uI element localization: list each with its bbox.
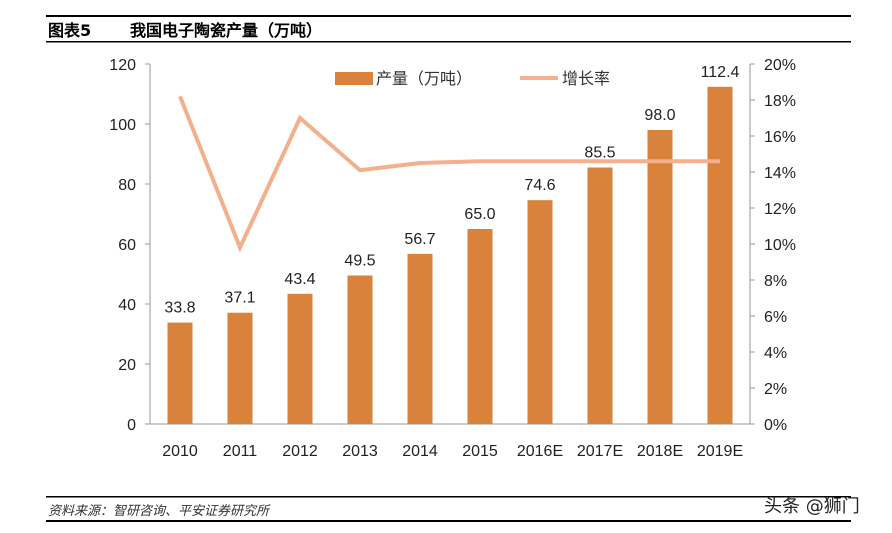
- bar-data-label: 85.5: [584, 145, 615, 162]
- y-right-tick-label: 14%: [764, 165, 796, 182]
- watermark: 头条 @狮门: [764, 496, 860, 517]
- bottom-rule: [46, 520, 851, 522]
- bar: [467, 229, 493, 424]
- figure-number: 图表5: [48, 21, 91, 40]
- bar: [227, 312, 253, 424]
- bar: [167, 322, 193, 424]
- source-note: 资料来源：智研咨询、平安证券研究所: [48, 503, 271, 519]
- bar-data-label: 65.0: [464, 206, 495, 223]
- chart-title: 我国电子陶瓷产量（万吨）: [130, 21, 322, 40]
- y-right-tick-label: 2%: [764, 381, 787, 398]
- y-left-tick-label: 120: [109, 57, 136, 74]
- x-tick-label: 2019E: [697, 443, 743, 460]
- y-right-tick-label: 18%: [764, 93, 796, 110]
- bar-data-label: 74.6: [524, 177, 555, 194]
- bar-data-label: 43.4: [284, 271, 315, 288]
- bar-data-label: 37.1: [224, 290, 255, 307]
- y-left-tick-label: 80: [118, 177, 136, 194]
- bar-data-label: 98.0: [644, 107, 675, 124]
- y-right-tick-label: 6%: [764, 309, 787, 326]
- y-left-tick-label: 0: [127, 417, 136, 434]
- bar: [647, 130, 673, 424]
- y-right-tick-label: 0%: [764, 417, 787, 434]
- legend: 产量（万吨） 增长率: [335, 69, 610, 88]
- y-right-tick-label: 8%: [764, 273, 787, 290]
- bar: [707, 86, 733, 425]
- bar-data-label: 56.7: [404, 231, 435, 248]
- bar: [287, 293, 313, 424]
- bar: [347, 275, 373, 424]
- top-rule: [46, 15, 851, 17]
- bar: [407, 253, 433, 424]
- y-left-tick-label: 20: [118, 357, 136, 374]
- y-right-tick-label: 10%: [764, 237, 796, 254]
- x-tick-label: 2018E: [637, 443, 683, 460]
- bar: [527, 200, 553, 424]
- y-left-tick-label: 60: [118, 237, 136, 254]
- legend-bar-label: 产量（万吨）: [376, 69, 472, 88]
- y-left-tick-label: 100: [109, 117, 136, 134]
- x-tick-label: 2012: [282, 443, 318, 460]
- x-tick-label: 2014: [402, 443, 438, 460]
- bar-data-label: 112.4: [701, 64, 740, 81]
- y-right-tick-label: 20%: [764, 57, 796, 74]
- y-right-tick-label: 4%: [764, 345, 787, 362]
- legend-line-label: 增长率: [562, 69, 610, 88]
- legend-bar-swatch: [335, 72, 373, 85]
- bar: [587, 167, 613, 424]
- bar-data-label: 49.5: [344, 253, 375, 270]
- y-left-tick-label: 40: [118, 297, 136, 314]
- title-rule: [46, 41, 851, 43]
- growth-rate-line: [178, 95, 720, 253]
- x-tick-label: 2015: [462, 443, 498, 460]
- bar-data-label: 33.8: [164, 300, 195, 317]
- x-tick-label: 2017E: [577, 443, 623, 460]
- x-tick-label: 2010: [162, 443, 198, 460]
- x-tick-label: 2016E: [517, 443, 563, 460]
- y-right-tick-label: 16%: [764, 129, 796, 146]
- y-right-tick-label: 12%: [764, 201, 796, 218]
- x-tick-label: 2011: [223, 443, 258, 460]
- footer-rule: [46, 496, 851, 498]
- x-tick-label: 2013: [342, 443, 378, 460]
